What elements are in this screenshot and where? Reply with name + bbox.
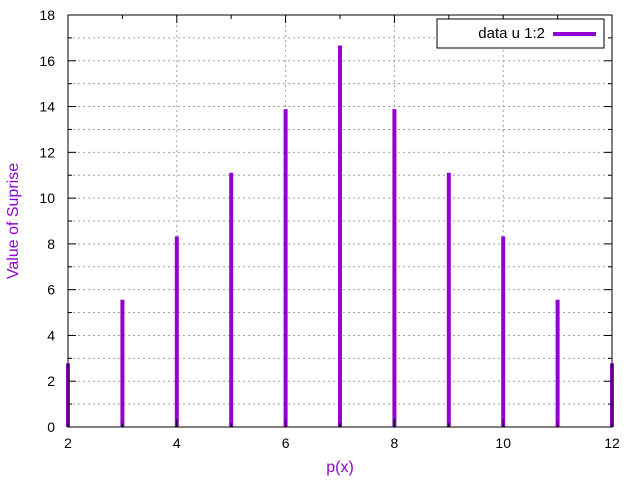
y-tick-label: 10 bbox=[39, 190, 55, 206]
x-tick-label: 2 bbox=[64, 435, 72, 451]
x-tick-label: 12 bbox=[604, 435, 620, 451]
x-tick-label: 4 bbox=[173, 435, 181, 451]
y-tick-label: 18 bbox=[39, 7, 55, 23]
y-tick-label: 4 bbox=[47, 327, 55, 343]
y-tick-label: 16 bbox=[39, 53, 55, 69]
y-tick-label: 0 bbox=[47, 419, 55, 435]
x-axis-label: p(x) bbox=[326, 459, 354, 476]
y-tick-label: 2 bbox=[47, 373, 55, 389]
bar-series bbox=[66, 45, 614, 427]
legend-label: data u 1:2 bbox=[478, 25, 545, 42]
y-axis-label: Value of Suprise bbox=[5, 163, 22, 279]
y-tick-label: 12 bbox=[39, 144, 55, 160]
legend: data u 1:2 bbox=[436, 18, 605, 49]
y-tick-label: 14 bbox=[39, 99, 55, 115]
y-tick-label: 8 bbox=[47, 236, 55, 252]
y-tick-label: 6 bbox=[47, 282, 55, 298]
axis-ticks bbox=[67, 14, 613, 428]
x-tick-label: 10 bbox=[495, 435, 511, 451]
x-tick-label: 6 bbox=[282, 435, 290, 451]
x-tick-label: 8 bbox=[391, 435, 399, 451]
